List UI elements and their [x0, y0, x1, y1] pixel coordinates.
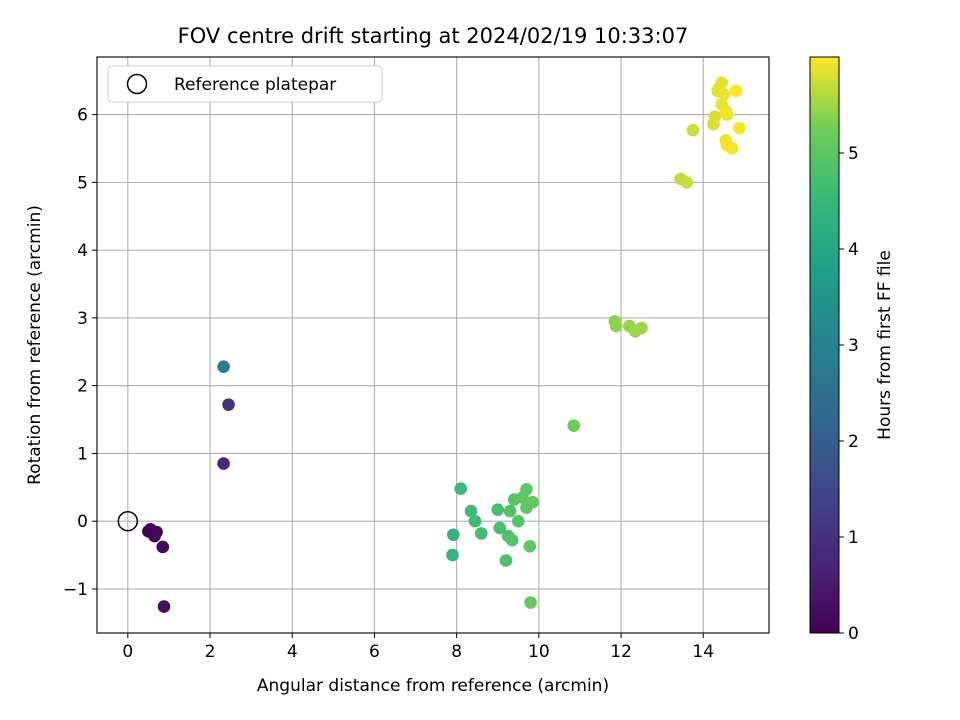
x-tick-label: 10: [528, 642, 550, 662]
data-point: [474, 527, 488, 540]
data-point: [609, 319, 623, 333]
legend-box: [107, 65, 383, 103]
x-axis-label: Angular distance from reference (arcmin): [257, 676, 609, 696]
y-tick-label: 3: [77, 309, 88, 329]
plot-frame: [96, 56, 770, 634]
data-point: [499, 554, 513, 567]
data-point: [733, 121, 746, 135]
data-point: [720, 108, 734, 121]
data-point: [468, 514, 482, 528]
y-axis-label: Rotation from reference (arcmin): [25, 205, 45, 485]
x-tick-label: 8: [451, 642, 462, 662]
x-tick-label: 6: [369, 642, 380, 662]
data-point: [150, 525, 163, 539]
legend-marker: [126, 73, 148, 95]
data-point: [717, 87, 731, 101]
data-point: [511, 514, 525, 528]
data-point: [729, 84, 743, 98]
colorbar-ticks: 0 1 2 3 4 5: [839, 144, 859, 644]
data-point: [446, 548, 459, 562]
colorbar-tick-label: 1: [848, 528, 859, 548]
data-point: [524, 596, 537, 609]
data-point: [157, 600, 171, 613]
x-tick-label: 0: [122, 642, 133, 662]
colorbar-tick-label: 2: [848, 432, 859, 452]
x-axis-ticks: 0 2 4 6 8 10 12 14: [122, 633, 714, 662]
data-point: [520, 483, 533, 496]
data-point: [222, 398, 235, 411]
data-point: [635, 321, 648, 335]
y-tick-label: 0: [77, 512, 88, 532]
x-tick-label: 14: [692, 642, 714, 662]
x-tick-label: 4: [287, 642, 298, 662]
grid-lines: [97, 57, 769, 633]
data-point: [464, 504, 478, 518]
legend-label: Reference platepar: [174, 75, 336, 95]
x-tick-label: 12: [610, 642, 632, 662]
colorbar-tick-label: 0: [848, 624, 859, 644]
x-tick-label: 2: [205, 642, 216, 662]
data-point: [526, 495, 539, 509]
data-point: [217, 360, 230, 373]
colorbar-gradient: [809, 56, 840, 634]
legend: Reference platepar: [107, 65, 383, 103]
data-point: [217, 457, 230, 470]
chart-title: FOV centre drift starting at 2024/02/19 …: [178, 24, 689, 48]
scatter-points: [142, 76, 746, 613]
data-point: [493, 521, 507, 535]
data-point: [680, 176, 694, 189]
data-point: [505, 533, 519, 547]
data-point: [715, 76, 729, 90]
data-point: [491, 503, 505, 516]
data-point: [708, 110, 722, 123]
reference-marker: [117, 510, 139, 532]
data-point: [725, 142, 739, 155]
data-point: [567, 419, 581, 432]
data-point: [447, 528, 460, 542]
data-point: [523, 539, 537, 553]
colorbar-tick-label: 5: [848, 144, 859, 164]
y-axis-ticks: −1 0 1 2 3 4 5 6: [63, 106, 97, 600]
data-point: [503, 504, 517, 518]
colorbar-label: Hours from first FF file: [875, 250, 895, 440]
y-tick-label: 1: [77, 444, 88, 464]
colorbar-tick-label: 3: [848, 336, 859, 356]
y-tick-label: 5: [77, 173, 88, 193]
y-tick-label: −1: [63, 580, 88, 600]
y-tick-label: 6: [77, 106, 88, 126]
reference-point: [117, 510, 139, 532]
data-point: [686, 123, 700, 137]
y-tick-label: 2: [77, 377, 88, 397]
y-tick-label: 4: [77, 241, 88, 261]
colorbar-tick-label: 4: [848, 240, 859, 260]
colorbar: 0 1 2 3 4 5 Hours from first FF file: [809, 56, 895, 644]
data-point: [156, 540, 170, 554]
data-point: [454, 482, 468, 495]
